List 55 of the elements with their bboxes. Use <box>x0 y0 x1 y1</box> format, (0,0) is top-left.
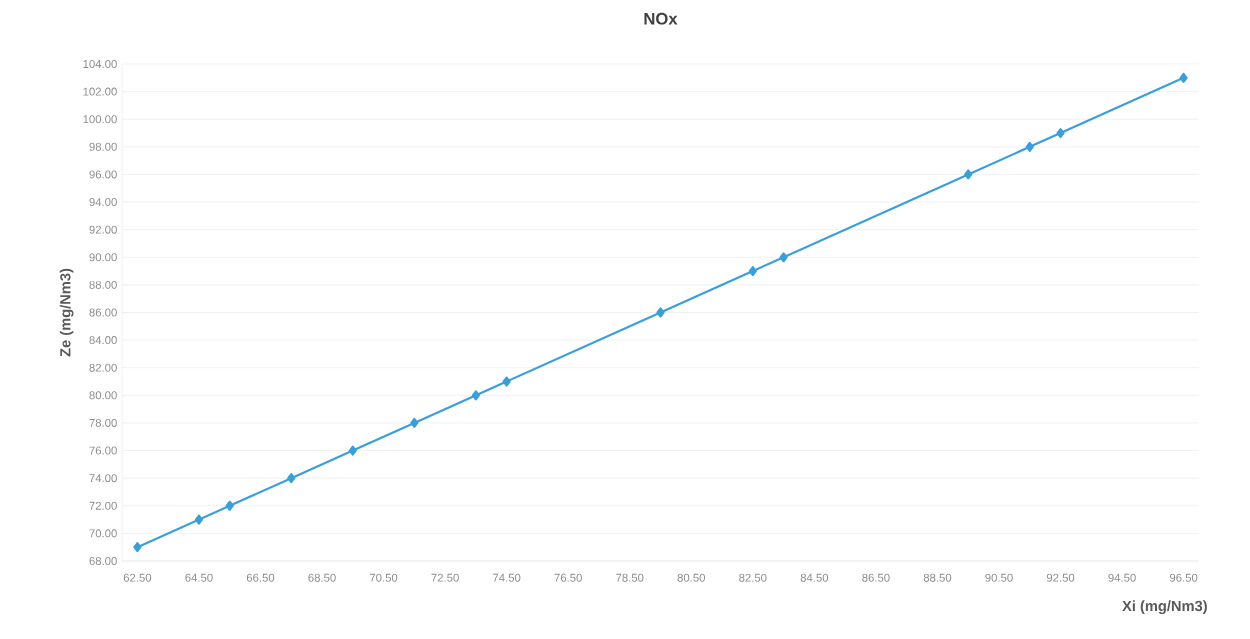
point <box>656 307 665 318</box>
x-tick-label: 94.50 <box>1108 573 1136 582</box>
y-tick-label: 92.00 <box>89 225 117 234</box>
point <box>471 390 480 401</box>
x-tick-label: 88.50 <box>923 573 952 582</box>
point <box>502 376 511 387</box>
x-tick-label: 82.50 <box>739 573 767 582</box>
point <box>748 266 757 277</box>
y-tick-label: 82.00 <box>89 363 117 372</box>
point <box>964 169 973 180</box>
chart-title: NOx <box>644 12 678 25</box>
x-tick-label: 76.50 <box>554 573 582 582</box>
y-tick-label: 70.00 <box>89 529 117 538</box>
y-tick-label: 96.00 <box>89 170 117 179</box>
y-tick-label: 86.00 <box>89 308 117 317</box>
point <box>1179 72 1188 83</box>
point <box>348 445 357 456</box>
point <box>779 252 788 263</box>
point <box>225 500 234 511</box>
y-tick-label: 94.00 <box>89 198 117 207</box>
x-tick-label: 72.50 <box>431 573 459 582</box>
x-tick-label: 92.50 <box>1046 573 1075 582</box>
y-tick-label: 68.00 <box>89 556 117 565</box>
x-tick-label: 68.50 <box>308 573 336 582</box>
y-tick-label: 88.00 <box>89 280 117 289</box>
y-tick-label: 102.00 <box>83 87 117 96</box>
y-tick-label: 84.00 <box>89 336 117 345</box>
y-tick-label: 90.00 <box>89 253 117 262</box>
x-axis-title: Xi (mg/Nm3) <box>1122 600 1207 615</box>
x-tick-label: 70.50 <box>369 573 398 582</box>
y-tick-label: 98.00 <box>89 142 117 151</box>
y-tick-label: 72.00 <box>89 501 117 510</box>
y-tick-label: 80.00 <box>89 391 117 400</box>
point <box>133 542 142 553</box>
point <box>194 514 204 525</box>
x-tick-label: 62.50 <box>123 573 152 582</box>
y-axis-title: Ze (mg/Nm3) <box>59 268 74 357</box>
x-tick-label: 64.50 <box>185 573 213 582</box>
y-tick-label: 104.00 <box>83 59 117 68</box>
point <box>287 473 296 484</box>
y-tick-label: 100.00 <box>83 115 117 124</box>
point <box>410 417 419 428</box>
x-tick-label: 86.50 <box>862 573 890 582</box>
x-tick-label: 78.50 <box>616 573 644 582</box>
x-tick-label: 84.50 <box>800 573 829 582</box>
x-tick-label: 96.50 <box>1169 573 1198 582</box>
x-tick-label: 90.50 <box>985 573 1013 582</box>
x-tick-label: 66.50 <box>246 573 275 582</box>
x-tick-label: 74.50 <box>493 573 521 582</box>
point <box>1025 141 1034 152</box>
y-tick-label: 76.00 <box>89 446 117 455</box>
y-tick-label: 78.00 <box>89 418 117 427</box>
x-tick-label: 80.50 <box>677 573 705 582</box>
point <box>1056 127 1065 139</box>
y-tick-label: 74.00 <box>89 474 117 483</box>
